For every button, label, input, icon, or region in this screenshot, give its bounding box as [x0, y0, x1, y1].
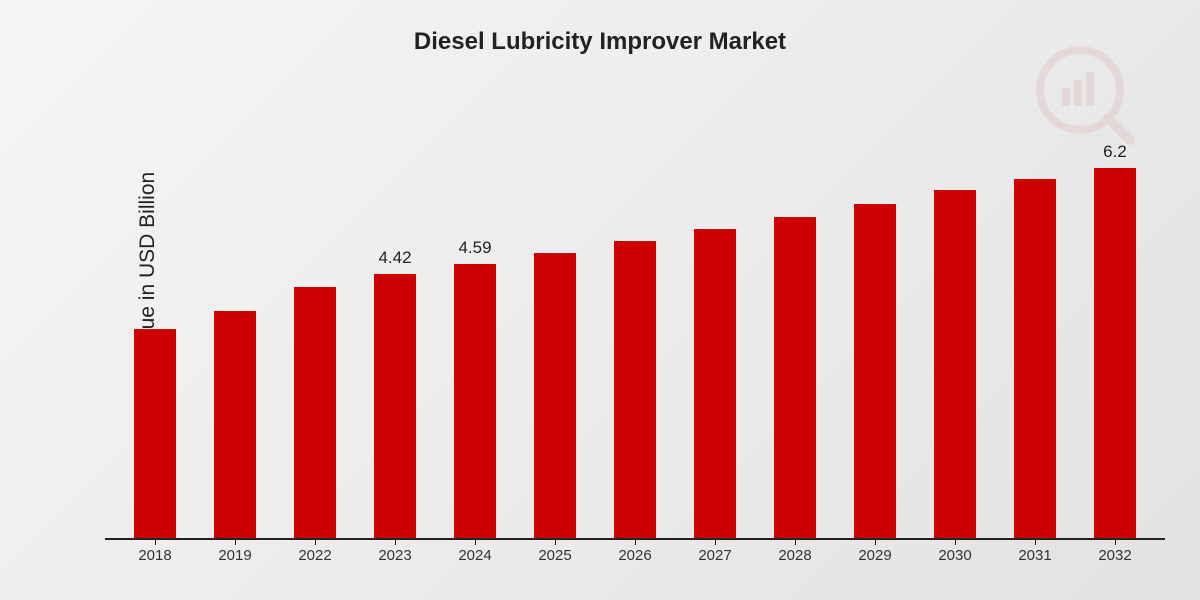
bar [454, 264, 496, 538]
bar-value-label: 6.2 [1103, 142, 1127, 162]
bar-slot: 2026 [595, 120, 675, 538]
bars-container: 2018201920224.4220234.592024202520262027… [105, 120, 1165, 538]
bar [294, 287, 336, 538]
bar-slot: 4.592024 [435, 120, 515, 538]
x-tick [155, 538, 156, 545]
bar-slot: 2027 [675, 120, 755, 538]
x-tick [555, 538, 556, 545]
x-tick [635, 538, 636, 545]
x-tick [1035, 538, 1036, 545]
x-tick [315, 538, 316, 545]
x-axis-label: 2029 [858, 547, 891, 564]
bar-slot: 4.422023 [355, 120, 435, 538]
bar-slot: 2030 [915, 120, 995, 538]
x-tick [475, 538, 476, 545]
x-axis-label: 2022 [298, 547, 331, 564]
bar-slot: 2029 [835, 120, 915, 538]
bar [534, 253, 576, 538]
x-axis-label: 2023 [378, 547, 411, 564]
bar [214, 311, 256, 538]
x-tick [875, 538, 876, 545]
x-tick [1115, 538, 1116, 545]
bar-value-label: 4.42 [378, 248, 411, 268]
bar-slot: 2031 [995, 120, 1075, 538]
bar [694, 229, 736, 538]
bar [374, 274, 416, 538]
bar [134, 329, 176, 538]
bar-slot: 2025 [515, 120, 595, 538]
bar [1094, 168, 1136, 538]
bar-slot: 6.22032 [1075, 120, 1155, 538]
x-tick [795, 538, 796, 545]
x-axis-label: 2032 [1098, 547, 1131, 564]
bar [934, 190, 976, 538]
x-axis-label: 2018 [138, 547, 171, 564]
x-axis-label: 2030 [938, 547, 971, 564]
x-tick [955, 538, 956, 545]
bar [614, 241, 656, 538]
x-axis-label: 2027 [698, 547, 731, 564]
bar [774, 217, 816, 538]
x-axis-label: 2019 [218, 547, 251, 564]
bar [1014, 179, 1056, 538]
x-axis-label: 2031 [1018, 547, 1051, 564]
x-axis-label: 2028 [778, 547, 811, 564]
bar-value-label: 4.59 [458, 238, 491, 258]
x-tick [395, 538, 396, 545]
chart-title: Diesel Lubricity Improver Market [0, 28, 1200, 56]
chart-plot-area: 2018201920224.4220234.592024202520262027… [105, 120, 1165, 540]
bar [854, 204, 896, 538]
bar-slot: 2022 [275, 120, 355, 538]
bar-slot: 2028 [755, 120, 835, 538]
x-axis-label: 2026 [618, 547, 651, 564]
x-axis-label: 2025 [538, 547, 571, 564]
bar-slot: 2019 [195, 120, 275, 538]
x-axis-label: 2024 [458, 547, 491, 564]
x-tick [235, 538, 236, 545]
x-tick [715, 538, 716, 545]
bar-slot: 2018 [115, 120, 195, 538]
